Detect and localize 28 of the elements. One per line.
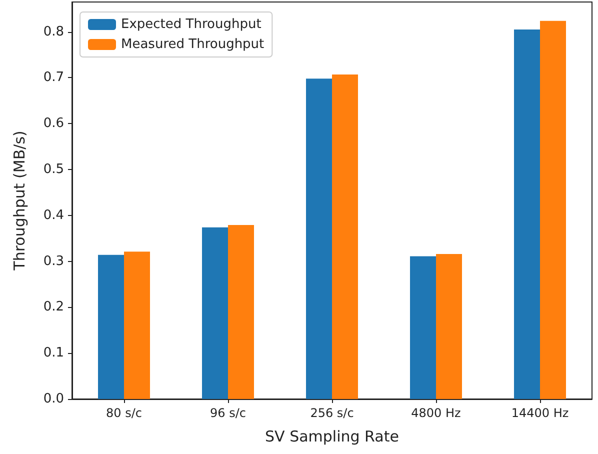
y-tick-label: 0.5 xyxy=(43,162,64,178)
bar xyxy=(228,225,254,399)
bar xyxy=(436,254,462,399)
bar xyxy=(332,74,358,399)
y-tick-label: 0.4 xyxy=(43,208,64,223)
bar xyxy=(410,256,436,399)
y-axis-title: Throughput (MB/s) xyxy=(10,130,28,272)
y-tick-label: 0.6 xyxy=(43,116,64,132)
bar xyxy=(306,78,332,399)
y-tick-label: 0.1 xyxy=(43,346,64,361)
x-tick-label: 14400 Hz xyxy=(511,406,569,420)
bar xyxy=(124,252,150,399)
y-tick-label: 0.0 xyxy=(43,392,64,406)
bar xyxy=(514,30,540,399)
x-tick-label: 96 s/c xyxy=(210,406,246,420)
y-tick-label: 0.3 xyxy=(43,254,64,269)
x-axis-title: SV Sampling Rate xyxy=(265,428,399,446)
x-tick-label: 4800 Hz xyxy=(411,406,461,420)
legend-label: Expected Throughput xyxy=(121,17,262,32)
bar xyxy=(202,227,228,399)
legend-label: Measured Throughput xyxy=(121,37,264,52)
bar xyxy=(540,20,566,399)
bar xyxy=(98,254,124,399)
x-tick-label: 256 s/c xyxy=(310,406,354,420)
y-tick-label: 0.7 xyxy=(43,70,64,86)
y-tick-label: 0.8 xyxy=(43,24,64,40)
y-tick-label: 0.2 xyxy=(43,300,64,315)
x-tick-label: 80 s/c xyxy=(106,406,142,420)
